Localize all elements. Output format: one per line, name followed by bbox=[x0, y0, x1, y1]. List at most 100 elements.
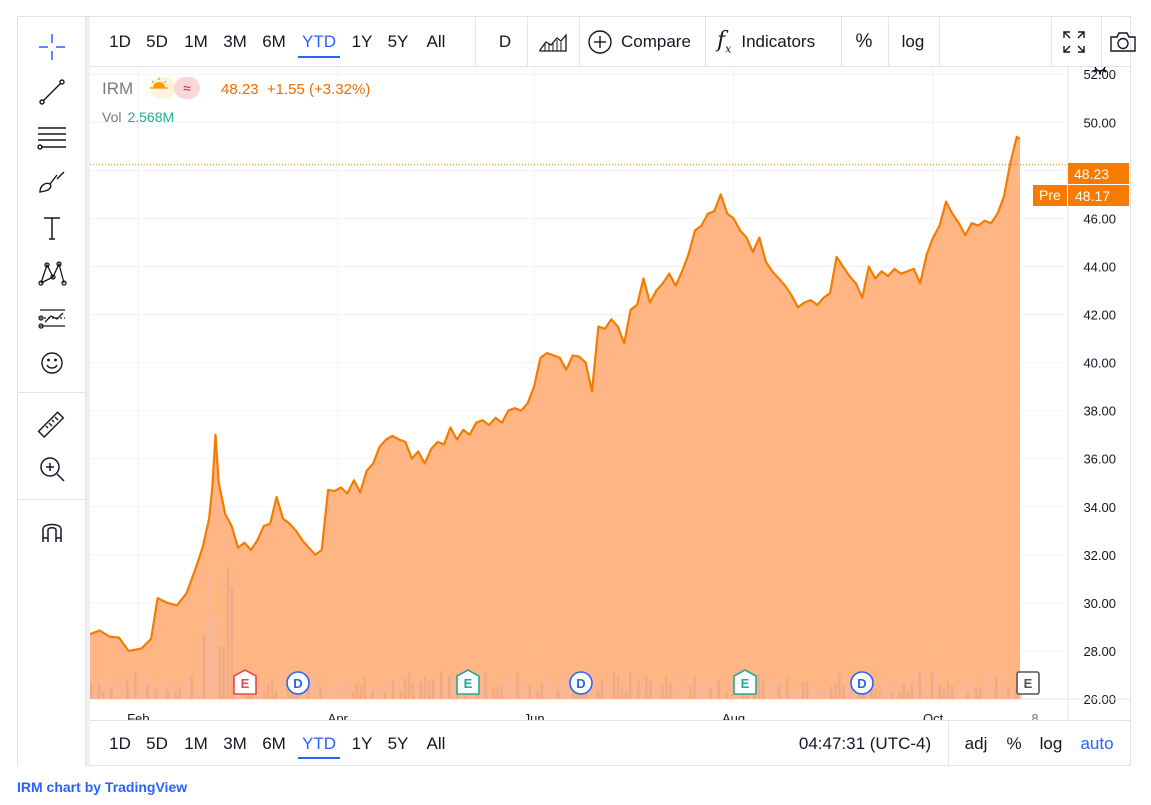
interval-button[interactable]: D bbox=[498, 32, 512, 51]
bottom-range-5d-button[interactable]: 5D bbox=[146, 734, 168, 753]
volume-bar bbox=[222, 645, 226, 699]
range-1d-button[interactable]: 1D bbox=[109, 32, 131, 51]
price-area bbox=[90, 136, 1020, 699]
bottom-range-1y-button[interactable]: 1Y bbox=[351, 734, 373, 753]
volume-bar bbox=[721, 682, 724, 699]
zoom-in-icon[interactable] bbox=[32, 451, 72, 487]
volume-bar bbox=[423, 675, 427, 699]
plus-circle-icon bbox=[588, 30, 612, 54]
delayed-data-icon: ≈ bbox=[174, 77, 200, 99]
ruler-icon[interactable] bbox=[32, 407, 72, 443]
volume-bar bbox=[142, 672, 145, 699]
indicators-button[interactable]: fx Indicators bbox=[717, 28, 816, 56]
volume-bar bbox=[966, 692, 970, 699]
bottom-range-3m-button[interactable]: 3M bbox=[223, 734, 247, 753]
adj-button[interactable]: adj bbox=[964, 734, 988, 753]
bottom-percent-button[interactable]: % bbox=[1006, 734, 1022, 753]
earnings-marker bbox=[1016, 671, 1040, 695]
premarket-price-tag: Pre 48.17 bbox=[1033, 185, 1129, 206]
volume-bar bbox=[637, 680, 640, 699]
volume-bar bbox=[814, 691, 817, 699]
fullscreen-button[interactable] bbox=[1056, 17, 1092, 67]
event-marker-label: E bbox=[241, 676, 250, 691]
volume-bar bbox=[649, 681, 652, 699]
range-1y-button[interactable]: 1Y bbox=[351, 32, 373, 51]
volume-bar bbox=[625, 690, 628, 699]
volume-bar bbox=[862, 690, 865, 699]
volume-bar bbox=[150, 678, 153, 699]
attribution-link[interactable]: IRM chart by TradingView bbox=[17, 779, 188, 795]
volume-bar bbox=[693, 675, 696, 699]
volume-bar bbox=[427, 681, 431, 699]
volume-bar bbox=[560, 674, 563, 699]
dividend-marker bbox=[569, 671, 593, 695]
range-ytd-button[interactable]: YTD bbox=[296, 17, 342, 67]
chart-type-button[interactable] bbox=[533, 17, 573, 67]
text-icon[interactable] bbox=[32, 210, 72, 246]
volume-bar bbox=[898, 692, 901, 699]
bottom-range-6m-button[interactable]: 6M bbox=[262, 734, 286, 753]
volume-bar bbox=[878, 690, 881, 699]
volume-bar bbox=[769, 679, 773, 699]
x-tick-label: Oct bbox=[923, 711, 944, 720]
bottom-range-1m-button[interactable]: 1M bbox=[184, 734, 208, 753]
volume-bar bbox=[818, 689, 821, 699]
volume-bar bbox=[146, 683, 149, 699]
trend-line-icon[interactable] bbox=[32, 74, 72, 110]
emoji-icon[interactable] bbox=[32, 345, 72, 381]
bottom-range-5y-button[interactable]: 5Y bbox=[387, 734, 409, 753]
volume-bar bbox=[130, 689, 133, 699]
bottom-range-1d-button[interactable]: 1D bbox=[109, 734, 131, 753]
volume-bar bbox=[677, 673, 680, 699]
screenshot-button[interactable] bbox=[1104, 17, 1142, 67]
crosshair-icon[interactable] bbox=[32, 29, 72, 65]
range-1m-button[interactable]: 1M bbox=[184, 32, 208, 51]
range-5d-button[interactable]: 5D bbox=[146, 32, 168, 51]
volume-bar bbox=[206, 572, 210, 699]
volume-bar bbox=[942, 689, 946, 699]
settings-gear-icon[interactable] bbox=[1092, 67, 1109, 75]
volume-bar bbox=[399, 690, 403, 699]
volume-bar bbox=[842, 685, 845, 699]
range-all-button[interactable]: All bbox=[426, 32, 446, 51]
volume-bar bbox=[822, 690, 825, 699]
range-5y-button[interactable]: 5Y bbox=[387, 32, 409, 51]
compare-button[interactable]: Compare bbox=[587, 17, 697, 67]
bottom-log-button[interactable]: log bbox=[1039, 734, 1063, 753]
brush-icon[interactable] bbox=[32, 165, 72, 201]
price-chart[interactable]: 26.00 28.00 30.00 32.00 34.00 36.00 38.00 40.00… bbox=[90, 67, 1131, 720]
volume-bar bbox=[669, 683, 672, 699]
volume-bar bbox=[757, 674, 761, 699]
volume-bar bbox=[194, 690, 197, 699]
bottom-range-all-button[interactable]: All bbox=[426, 734, 446, 753]
volume-bar bbox=[826, 690, 829, 699]
range-3m-button[interactable]: 3M bbox=[223, 32, 247, 51]
y-tick-label: 40.00 bbox=[1083, 356, 1116, 371]
log-button[interactable]: log bbox=[901, 32, 925, 51]
pattern-icon[interactable] bbox=[32, 255, 72, 291]
volume-bar bbox=[910, 683, 913, 699]
volume-bar bbox=[307, 681, 310, 699]
volume-bar bbox=[926, 686, 930, 699]
volume-bar bbox=[930, 673, 934, 699]
volume-bar bbox=[359, 685, 362, 699]
volume-bar bbox=[922, 672, 926, 699]
forecast-icon[interactable] bbox=[32, 301, 72, 337]
x-tick-label: Feb bbox=[127, 711, 149, 720]
range-6m-button[interactable]: 6M bbox=[262, 32, 286, 51]
percent-button[interactable]: % bbox=[855, 31, 873, 52]
volume-bar bbox=[516, 673, 519, 699]
drawing-toolbar bbox=[18, 17, 86, 767]
fib-retracement-icon[interactable] bbox=[32, 120, 72, 156]
timezone-clock[interactable]: 04:47:31 (UTC-4) bbox=[798, 734, 932, 753]
volume-bar bbox=[484, 671, 487, 699]
volume-bar bbox=[681, 687, 684, 699]
auto-scale-button[interactable]: auto bbox=[1080, 734, 1114, 753]
x-tick-label: Jun bbox=[524, 711, 545, 720]
bottom-range-ytd-button[interactable]: YTD bbox=[296, 721, 342, 767]
volume-bar bbox=[258, 680, 262, 699]
volume-bar bbox=[411, 682, 415, 699]
chart-canvas[interactable]: 26.0028.0030.0032.0034.0036.0038.0040.00… bbox=[90, 67, 1131, 720]
magnet-icon[interactable] bbox=[32, 513, 72, 549]
volume-bar bbox=[315, 682, 318, 699]
